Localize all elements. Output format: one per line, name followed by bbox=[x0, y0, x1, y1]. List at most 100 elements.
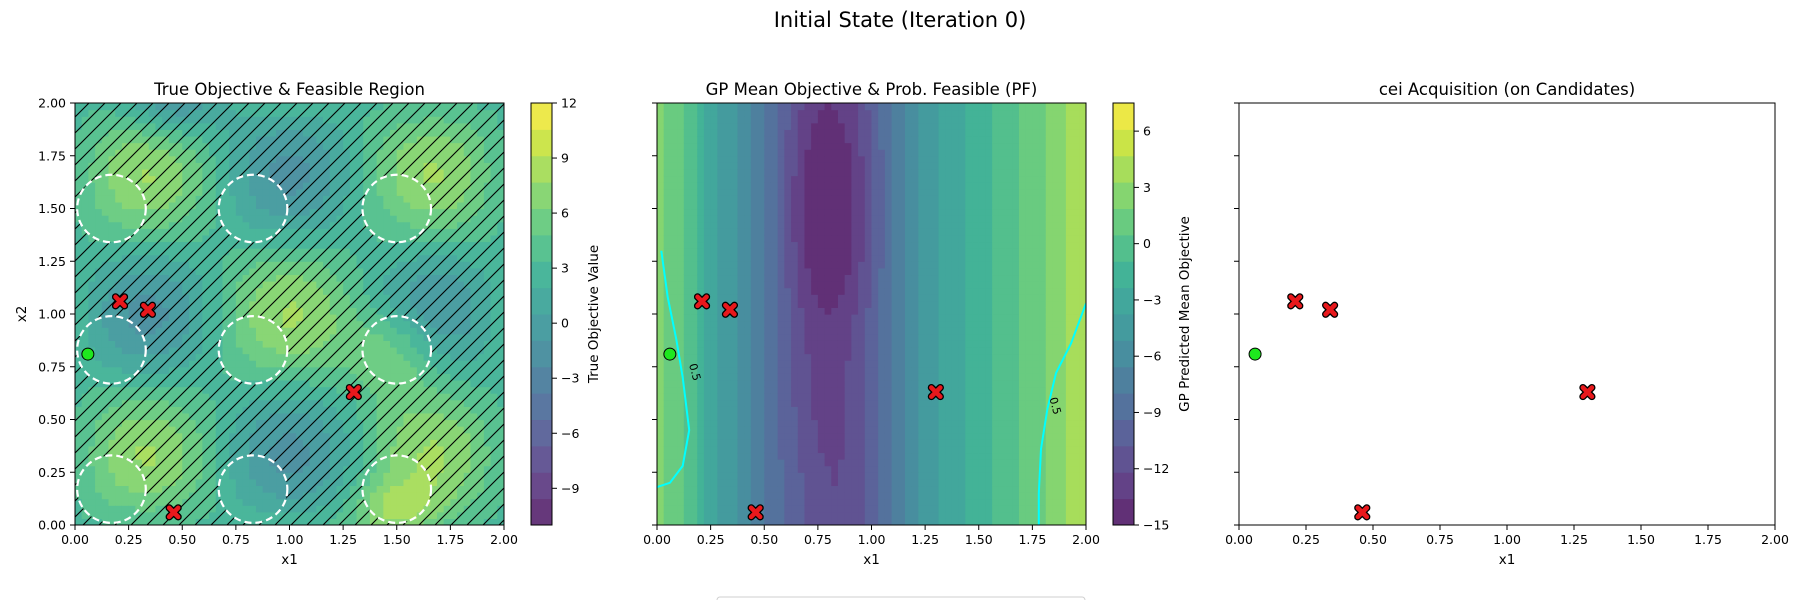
field-cell bbox=[657, 445, 665, 454]
field-cell bbox=[663, 478, 671, 487]
field-cell bbox=[670, 182, 678, 190]
field-cell bbox=[717, 195, 725, 203]
field-cell bbox=[663, 234, 671, 243]
field-cell bbox=[657, 122, 665, 130]
field-cell bbox=[717, 307, 725, 315]
field-cell bbox=[724, 505, 732, 513]
field-cell bbox=[710, 333, 718, 341]
field-cell bbox=[730, 511, 739, 519]
field-cell bbox=[730, 465, 739, 473]
field-cell bbox=[710, 366, 718, 374]
field-cell bbox=[677, 498, 685, 506]
field-cell bbox=[690, 168, 698, 177]
field-cell bbox=[724, 511, 732, 519]
field-cell bbox=[697, 472, 705, 480]
x-tick-label: 1.00 bbox=[276, 532, 304, 547]
field-cell bbox=[724, 294, 732, 302]
field-cell bbox=[663, 373, 671, 381]
field-cell bbox=[737, 505, 745, 513]
field-cell bbox=[717, 122, 725, 130]
colorbar-tick-label: 6 bbox=[561, 206, 569, 221]
field-cell bbox=[717, 419, 725, 427]
field-cell bbox=[710, 281, 718, 289]
panel1-y-label: x2 bbox=[14, 306, 30, 323]
field-cell bbox=[730, 188, 739, 196]
field-cell bbox=[710, 162, 718, 170]
field-cell bbox=[670, 426, 678, 434]
field-cell bbox=[724, 412, 732, 421]
field-cell bbox=[670, 122, 678, 130]
colorbar-band bbox=[531, 234, 552, 262]
field-cell bbox=[703, 485, 712, 493]
field-cell bbox=[724, 228, 732, 236]
field-cell bbox=[683, 261, 692, 269]
field-cell bbox=[657, 155, 665, 163]
field-cell bbox=[730, 327, 739, 335]
field-cell bbox=[724, 439, 732, 447]
field-cell bbox=[697, 135, 705, 144]
field-cell bbox=[690, 188, 698, 196]
field-cell bbox=[724, 492, 732, 500]
field-cell bbox=[717, 168, 725, 177]
field-cell bbox=[724, 498, 732, 506]
field-cell bbox=[677, 201, 685, 210]
field-cell bbox=[670, 129, 678, 137]
field-cell bbox=[703, 492, 712, 500]
field-cell bbox=[677, 149, 685, 157]
field-cell bbox=[657, 142, 665, 150]
field-cell bbox=[724, 406, 732, 414]
field-cell bbox=[717, 221, 725, 229]
field-cell bbox=[710, 498, 718, 506]
colorbar-band bbox=[531, 155, 552, 183]
field-cell bbox=[703, 168, 712, 177]
field-cell bbox=[663, 327, 671, 335]
field-cell bbox=[677, 386, 685, 394]
field-cell bbox=[703, 498, 712, 506]
field-cell bbox=[710, 353, 718, 361]
field-cell bbox=[677, 346, 685, 355]
field-cell bbox=[690, 478, 698, 487]
field-cell bbox=[683, 142, 692, 150]
field-cell bbox=[724, 155, 732, 163]
field-cell bbox=[683, 314, 692, 322]
field-cell bbox=[703, 518, 712, 525]
field-cell bbox=[717, 505, 725, 513]
field-cell bbox=[690, 116, 698, 124]
field-cell bbox=[717, 267, 725, 276]
field-cell bbox=[683, 346, 692, 355]
field-cell bbox=[690, 175, 698, 183]
field-cell bbox=[703, 234, 712, 243]
field-cell bbox=[703, 116, 712, 124]
infeasible-hatch bbox=[75, 103, 504, 525]
field-cell bbox=[683, 162, 692, 170]
field-cell bbox=[683, 294, 692, 302]
field-cell bbox=[710, 287, 718, 295]
field-cell bbox=[670, 234, 678, 243]
field-cell bbox=[657, 399, 665, 407]
field-cell bbox=[683, 116, 692, 124]
field-cell bbox=[724, 175, 732, 183]
field-cell bbox=[724, 103, 732, 111]
field-cell bbox=[657, 505, 665, 513]
field-cell bbox=[663, 426, 671, 434]
y-tick-label: 1.50 bbox=[38, 201, 66, 216]
field-cell bbox=[690, 320, 698, 328]
field-cell bbox=[670, 465, 678, 473]
field-cell bbox=[663, 155, 671, 163]
colorbar-band bbox=[531, 103, 552, 130]
field-cell bbox=[724, 274, 732, 282]
field-cell bbox=[690, 103, 698, 111]
field-cell bbox=[663, 386, 671, 394]
field-cell bbox=[670, 142, 678, 150]
field-cell bbox=[657, 208, 665, 216]
panel-true-objective: True Objective & Feasible Region 0.00 0.2… bbox=[14, 80, 602, 568]
field-cell bbox=[717, 208, 725, 216]
field-cell bbox=[670, 360, 678, 368]
field-cell bbox=[677, 162, 685, 170]
field-cell bbox=[697, 353, 705, 361]
field-cell bbox=[697, 360, 705, 368]
field-cell bbox=[663, 135, 671, 144]
field-cell bbox=[690, 162, 698, 170]
field-cell bbox=[710, 419, 718, 427]
field-cell bbox=[677, 478, 685, 487]
